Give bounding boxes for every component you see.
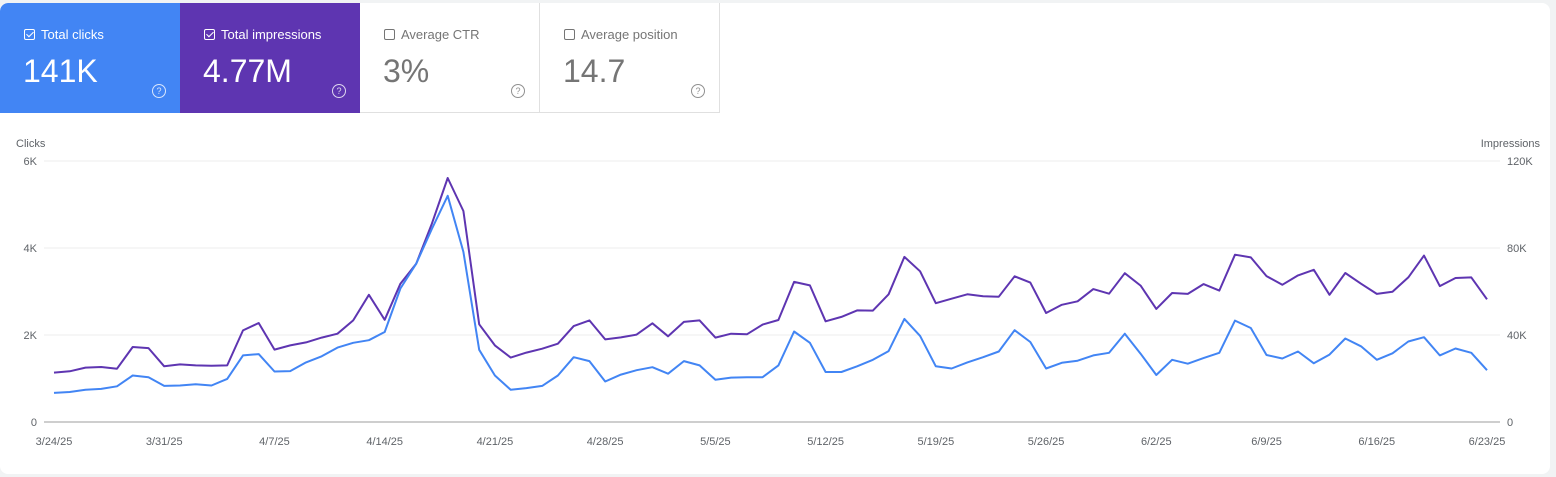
left-axis-title: Clicks <box>16 138 46 150</box>
x-tick-label: 4/7/25 <box>259 436 290 448</box>
metric-card-total-impressions[interactable]: Total impressions 4.77M ? <box>180 3 360 113</box>
x-tick-label: 5/5/25 <box>700 436 731 448</box>
left-tick-label: 4K <box>24 243 38 255</box>
x-tick-label: 3/31/25 <box>146 436 183 448</box>
x-tick-label: 4/14/25 <box>366 436 403 448</box>
x-tick-label: 6/2/25 <box>1141 436 1172 448</box>
right-axis-title: Impressions <box>1481 138 1541 150</box>
help-icon[interactable]: ? <box>332 84 346 98</box>
x-tick-label: 5/19/25 <box>917 436 954 448</box>
metric-card-average-position[interactable]: Average position 14.7 ? <box>540 3 720 113</box>
metric-value: 4.77M <box>203 53 292 89</box>
right-tick-label: 40K <box>1507 330 1527 342</box>
metric-label-row: Total impressions <box>204 27 321 42</box>
clicks-line <box>53 194 1488 394</box>
metric-label: Total impressions <box>221 27 322 42</box>
right-tick-label: 80K <box>1507 243 1527 255</box>
x-tick-label: 4/28/25 <box>587 436 624 448</box>
x-tick-label: 6/9/25 <box>1251 436 1282 448</box>
metric-label-row: Average CTR <box>384 27 480 42</box>
x-tick-label: 5/26/25 <box>1028 436 1065 448</box>
x-tick-label: 3/24/25 <box>36 436 73 448</box>
x-tick-label: 4/21/25 <box>477 436 514 448</box>
metric-label: Average position <box>581 27 678 42</box>
metric-value: 3% <box>383 53 430 89</box>
metric-card-total-clicks[interactable]: Total clicks 141K ? <box>0 3 180 113</box>
checkbox-checked-icon[interactable] <box>24 29 35 40</box>
metric-label: Average CTR <box>401 27 480 42</box>
checkbox-checked-icon[interactable] <box>204 29 215 40</box>
metric-value: 14.7 <box>563 53 626 89</box>
left-tick-label: 0 <box>31 417 37 429</box>
x-tick-label: 5/12/25 <box>807 436 844 448</box>
left-tick-label: 6K <box>24 156 38 168</box>
metric-label-row: Total clicks <box>24 27 104 42</box>
metric-label-row: Average position <box>564 27 678 42</box>
left-tick-label: 2K <box>24 330 38 342</box>
metric-card-average-ctr[interactable]: Average CTR 3% ? <box>360 3 540 113</box>
impressions-line <box>53 177 1488 374</box>
right-tick-label: 0 <box>1507 417 1513 429</box>
help-icon[interactable]: ? <box>152 84 166 98</box>
help-icon[interactable]: ? <box>511 84 525 98</box>
performance-panel: Total clicks 141K ? Total impressions 4.… <box>0 3 1550 474</box>
x-tick-label: 6/23/25 <box>1469 436 1506 448</box>
metric-label: Total clicks <box>41 27 104 42</box>
help-icon[interactable]: ? <box>691 84 705 98</box>
x-tick-label: 6/16/25 <box>1358 436 1395 448</box>
right-tick-label: 120K <box>1507 156 1533 168</box>
checkbox-unchecked-icon[interactable] <box>384 29 395 40</box>
checkbox-unchecked-icon[interactable] <box>564 29 575 40</box>
metric-value: 141K <box>23 53 98 89</box>
